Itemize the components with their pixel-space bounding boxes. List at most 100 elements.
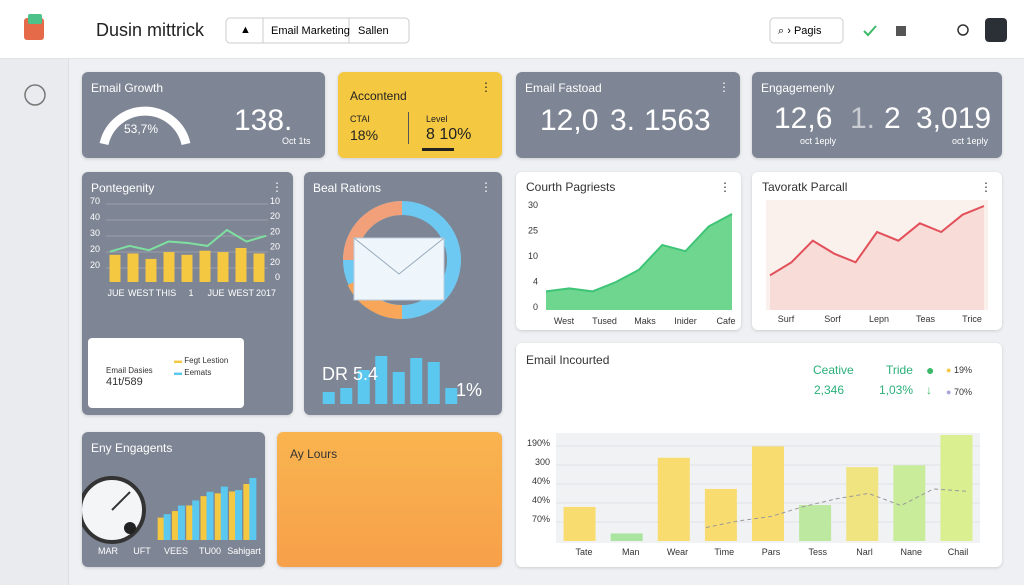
metric: 1. <box>850 102 876 135</box>
y-tick-label: 190% <box>527 438 550 448</box>
x-tick-label: Inider <box>674 316 697 326</box>
breadcrumb-box <box>225 17 410 44</box>
home-icon[interactable]: ▲ <box>240 24 251 36</box>
legend-text: Fegt Lestion <box>184 356 229 365</box>
bar <box>392 372 405 404</box>
y-tick-label: 40% <box>532 495 550 505</box>
x-tick-label: Tate <box>575 547 592 557</box>
bar <box>375 356 388 404</box>
header-icons <box>24 14 1007 44</box>
y-tick-label: 20 <box>270 226 280 236</box>
arrow-down: ↓ <box>926 383 932 397</box>
x-tick-label: West <box>554 316 575 326</box>
legend-entry: ▬ Eemats <box>174 368 212 377</box>
line <box>705 488 967 528</box>
card: Surf Sorf Lepn Teas Trice Tavoratk Parcall ⋮ <box>752 172 1002 330</box>
x-tick-label: Chail <box>948 547 969 557</box>
bar <box>249 478 257 540</box>
x-tick-label: Time <box>714 547 734 557</box>
bar <box>752 446 784 541</box>
x-tick-label: Wear <box>667 547 688 557</box>
card-title: Eny Engagents <box>91 441 173 455</box>
card-title: Courth Pagriests <box>526 180 616 194</box>
search-input[interactable]: ⌕ › Pagis <box>778 25 822 37</box>
x-tick-label: MAR <box>98 546 119 556</box>
x-tick-label: JUE <box>207 288 224 298</box>
kpi-label: Level <box>426 114 448 124</box>
legend-text: Eemats <box>184 368 212 377</box>
card: Beal Rations ⋮ DR 5.4 1% <box>304 172 502 415</box>
donut-segment <box>343 201 403 261</box>
y-tick-label: 0 <box>275 272 280 282</box>
bar-chart: 190% 300 40% 40% 70% Tate Man Wear Time Pars Tess N… <box>527 433 980 557</box>
x-tick-label: JUE <box>107 288 124 298</box>
y-tick-label: 70 <box>90 196 100 206</box>
card: MAR UFT VEES TU00 Sahigart Eny Engagents <box>82 432 265 567</box>
bar <box>340 388 353 404</box>
x-tick-label: Surf <box>778 314 795 324</box>
check-icon <box>863 25 877 37</box>
y-tick-label: 70% <box>532 514 550 524</box>
bar <box>357 370 370 404</box>
bar <box>657 457 690 541</box>
kpi-label: CTAI <box>350 114 370 124</box>
card: 190% 300 40% 40% 70% Tate Man Wear Time Pars Tess N… <box>516 343 1002 567</box>
breadcrumb[interactable]: Sallen <box>358 25 389 37</box>
card-title: Tavoratk Parcall <box>762 180 848 194</box>
card-title: Email Growth <box>91 81 164 95</box>
y-tick-label: 20 <box>270 211 280 221</box>
y-tick-label: 25 <box>528 226 538 236</box>
metric: 2 <box>884 102 901 135</box>
bar <box>145 258 157 282</box>
x-tick-label: Trice <box>962 314 982 324</box>
kpi-label: Ceative <box>813 363 854 377</box>
label: Email Dasies <box>106 366 153 375</box>
y-tick-label: 4 <box>533 277 538 287</box>
area <box>770 206 984 310</box>
bar <box>610 533 643 541</box>
bar <box>799 505 832 541</box>
bar <box>186 505 194 540</box>
card-title: Engagemenly <box>761 81 835 95</box>
sidebar-icon <box>24 84 46 106</box>
x-tick-label: WEST <box>128 288 155 298</box>
search-icon <box>957 24 969 36</box>
legend-entry: ● 70% <box>946 387 972 397</box>
nav-icon[interactable] <box>24 84 46 106</box>
bar <box>127 253 139 282</box>
legend-text: 70% <box>953 387 972 397</box>
search-box <box>769 17 844 44</box>
line <box>545 213 733 293</box>
metric: DR 5.4 <box>322 364 379 384</box>
y-tick-label: 10 <box>270 196 280 206</box>
bar <box>181 254 193 282</box>
card-title: Ay Lours <box>290 447 338 461</box>
bar <box>192 500 200 540</box>
legend-entry: ▬ Fegt Lestion <box>174 356 229 365</box>
bar <box>163 252 175 282</box>
power-button[interactable] <box>985 18 1007 42</box>
x-tick-label: WEST <box>228 288 255 298</box>
card: Accontend ⋮ CTAI 18% Level 8 10% <box>338 72 502 158</box>
bar <box>235 248 247 282</box>
sidebar <box>0 59 69 585</box>
note: Oct 1ts <box>282 136 311 146</box>
bar <box>427 362 440 404</box>
app-title: Dusin mittrick <box>96 20 205 40</box>
bar <box>171 511 179 540</box>
bar <box>253 253 265 282</box>
card: Email Growth 53,7% 138. Oct 1ts <box>82 72 325 158</box>
breadcrumb[interactable]: Email Marketing <box>271 25 350 37</box>
gauge-knob <box>124 522 136 534</box>
bar <box>200 496 208 540</box>
bar <box>229 491 237 540</box>
y-tick-label: 40 <box>90 212 100 222</box>
x-tick-label: Cafe <box>716 316 735 326</box>
y-tick-label: 30 <box>90 228 100 238</box>
bar <box>177 505 185 540</box>
search-text: Pagis <box>793 25 822 37</box>
bar <box>235 490 243 540</box>
x-tick-label: Lepn <box>869 314 889 324</box>
envelope <box>353 237 445 301</box>
